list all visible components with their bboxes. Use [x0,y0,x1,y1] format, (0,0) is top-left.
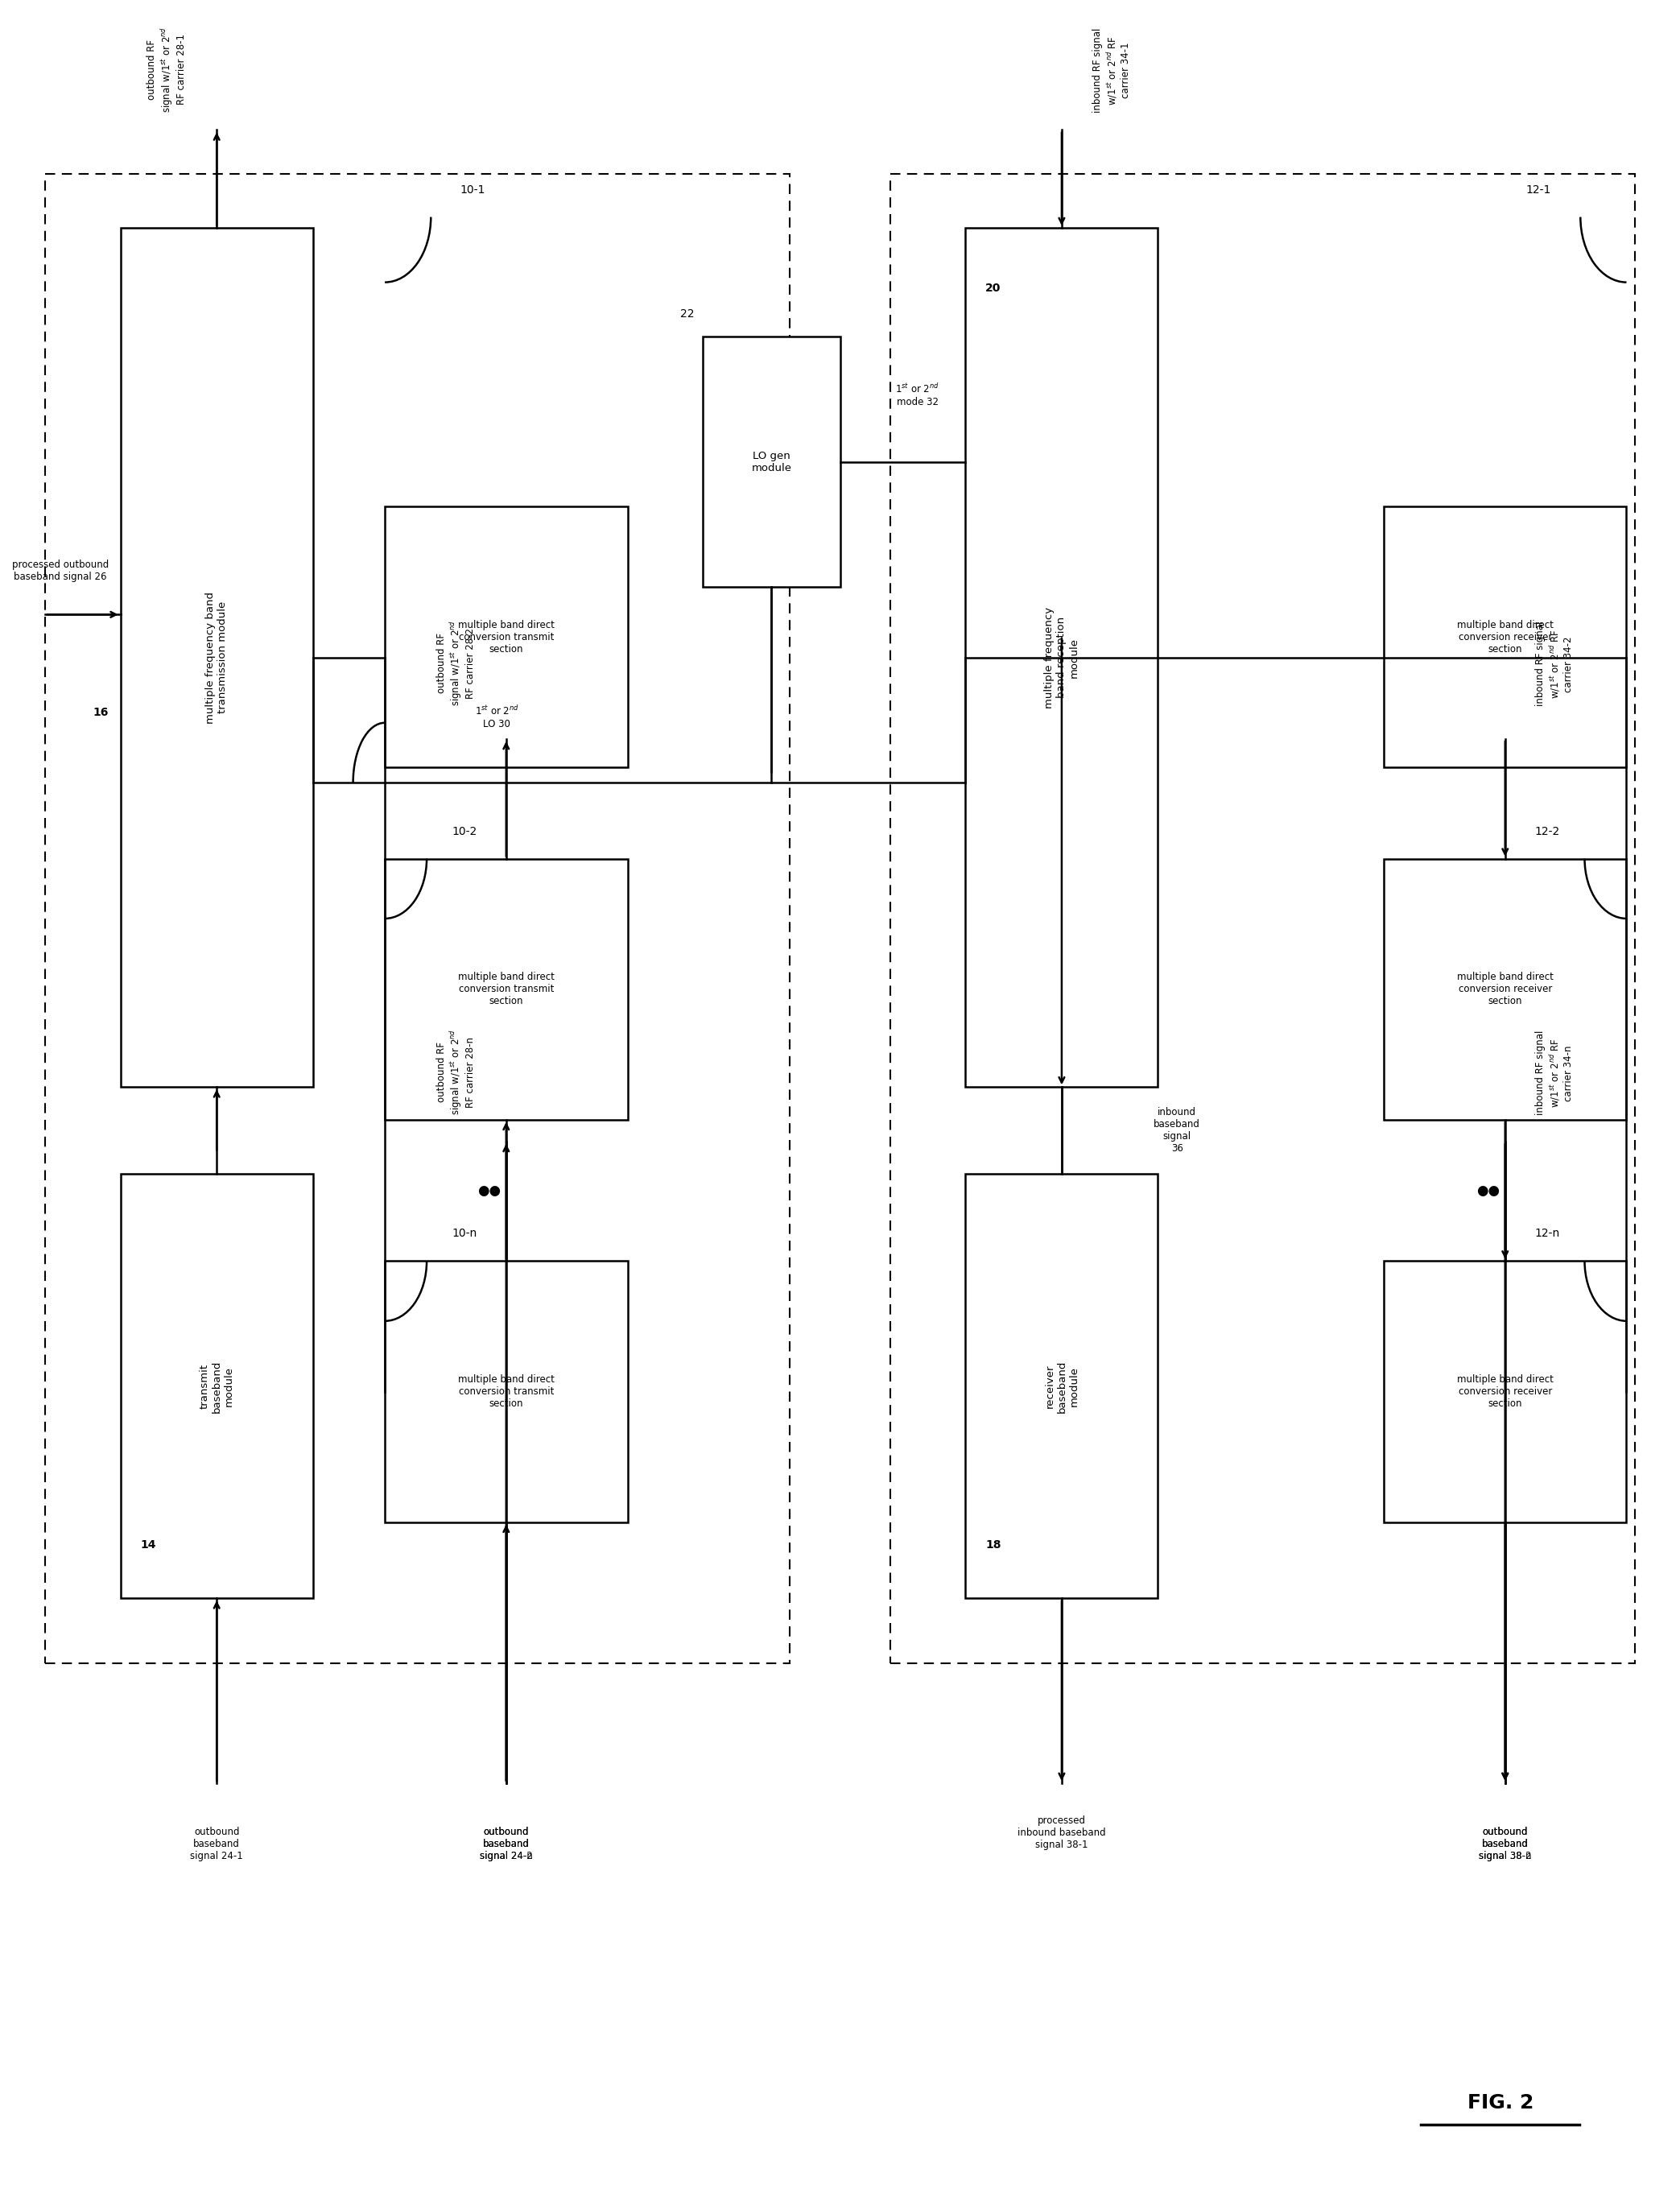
Text: 1$^{st}$ or 2$^{nd}$
LO 30: 1$^{st}$ or 2$^{nd}$ LO 30 [475,705,519,729]
Text: multiple band direct
conversion receiver
section: multiple band direct conversion receiver… [1457,619,1554,655]
Bar [121,228,312,1088]
Text: outbound
baseband
signal 38-n: outbound baseband signal 38-n [1478,1828,1532,1861]
Bar [1384,1261,1626,1521]
Text: ●●: ●● [1477,1184,1500,1197]
Text: 12-n: 12-n [1534,1228,1559,1239]
Text: outbound RF
signal w/1$^{st}$ or 2$^{nd}$
RF carrier 28-1: outbound RF signal w/1$^{st}$ or 2$^{nd}… [146,26,186,112]
Text: transmit
baseband
module: transmit baseband module [200,1359,234,1412]
Text: outbound RF
signal w/1$^{st}$ or 2$^{nd}$
RF carrier 28-2: outbound RF signal w/1$^{st}$ or 2$^{nd}… [437,619,475,707]
Text: inbound RF signal
w/1$^{st}$ or 2$^{nd}$ RF
carrier 34-n: inbound RF signal w/1$^{st}$ or 2$^{nd}$… [1536,1031,1574,1116]
Bar [121,1173,312,1598]
Text: multiple band direct
conversion transmit
section: multiple band direct conversion transmit… [459,1375,554,1410]
Text: 10-1: 10-1 [460,184,486,195]
Text: processed
inbound baseband
signal 38-1: processed inbound baseband signal 38-1 [1018,1817,1105,1850]
Text: 16: 16 [92,707,108,718]
Text: inbound RF signal
w/1$^{st}$ or 2$^{nd}$ RF
carrier 34-1: inbound RF signal w/1$^{st}$ or 2$^{nd}$… [1092,28,1131,112]
Text: ●●: ●● [477,1184,501,1197]
Text: outbound
baseband
signal 24-1: outbound baseband signal 24-1 [190,1828,244,1861]
Text: FIG. 2: FIG. 2 [1468,2093,1534,2112]
Bar [385,506,628,768]
Text: LO gen
module: LO gen module [751,451,791,473]
Bar [966,228,1158,1088]
Bar [1384,506,1626,768]
Text: multiple band direct
conversion transmit
section: multiple band direct conversion transmit… [459,972,554,1007]
Bar [385,1261,628,1521]
Text: outbound
baseband
signal 24-2: outbound baseband signal 24-2 [480,1828,533,1861]
Text: 22: 22 [680,309,694,320]
Bar [1384,858,1626,1121]
Text: inbound RF signal
w/1$^{st}$ or 2$^{nd}$ RF
carrier 34-2: inbound RF signal w/1$^{st}$ or 2$^{nd}$… [1536,622,1574,707]
Text: processed outbound
baseband signal 26: processed outbound baseband signal 26 [12,560,109,582]
Text: 18: 18 [986,1539,1001,1550]
Text: 12-2: 12-2 [1534,825,1559,836]
Text: receiver
baseband
module: receiver baseband module [1045,1359,1079,1412]
Text: 12-1: 12-1 [1525,184,1551,195]
Text: multiple frequency band
transmission module: multiple frequency band transmission mod… [205,591,228,725]
Bar [702,337,840,587]
Text: 1$^{st}$ or 2$^{nd}$
mode 32: 1$^{st}$ or 2$^{nd}$ mode 32 [895,383,939,407]
Text: outbound
baseband
signal 24-n: outbound baseband signal 24-n [480,1828,533,1861]
Bar [966,1173,1158,1598]
Bar [45,173,790,1664]
Text: 20: 20 [986,282,1001,293]
Bar [890,173,1635,1664]
Text: outbound RF
signal w/1$^{st}$ or 2$^{nd}$
RF carrier 28-n: outbound RF signal w/1$^{st}$ or 2$^{nd}… [437,1029,475,1116]
Text: 10-2: 10-2 [452,825,477,836]
Bar [385,858,628,1121]
Text: 14: 14 [141,1539,156,1550]
Text: multiple band direct
conversion receiver
section: multiple band direct conversion receiver… [1457,972,1554,1007]
Text: multiple band direct
conversion transmit
section: multiple band direct conversion transmit… [459,619,554,655]
Text: multiple band direct
conversion receiver
section: multiple band direct conversion receiver… [1457,1375,1554,1410]
Text: multiple frequency
band reception
module: multiple frequency band reception module [1045,606,1079,709]
Text: outbound
baseband
signal 38-2: outbound baseband signal 38-2 [1478,1828,1532,1861]
Text: 10-n: 10-n [452,1228,477,1239]
Text: inbound
baseband
signal
36: inbound baseband signal 36 [1154,1108,1200,1154]
